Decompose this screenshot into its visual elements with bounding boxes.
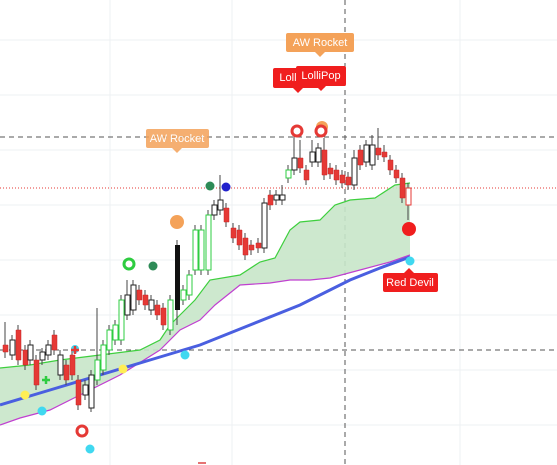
label-aw-rocket-left: AW Rocket <box>146 129 209 153</box>
label-aw-rocket-top: AW Rocket <box>286 33 354 57</box>
label-text: LolliPop <box>279 72 318 84</box>
axis-marker <box>198 462 206 464</box>
cloud-upper <box>0 182 411 369</box>
bullish-candles <box>9 144 376 409</box>
label-text: LolliPop <box>301 70 340 82</box>
label-lollipop-front: LolliPop <box>296 66 346 91</box>
moving-average <box>0 255 411 407</box>
label-text: AW Rocket <box>293 37 348 49</box>
current-candle <box>405 187 412 206</box>
signals <box>20 121 416 454</box>
bearish-candles <box>2 147 406 406</box>
label-red-devil: Red Devil <box>383 268 438 292</box>
large-candle <box>175 245 180 310</box>
label-text: Red Devil <box>386 277 434 289</box>
label-text: AW Rocket <box>150 133 205 145</box>
cloud-lower <box>0 254 411 426</box>
bullish-candles-cloud <box>94 169 292 381</box>
